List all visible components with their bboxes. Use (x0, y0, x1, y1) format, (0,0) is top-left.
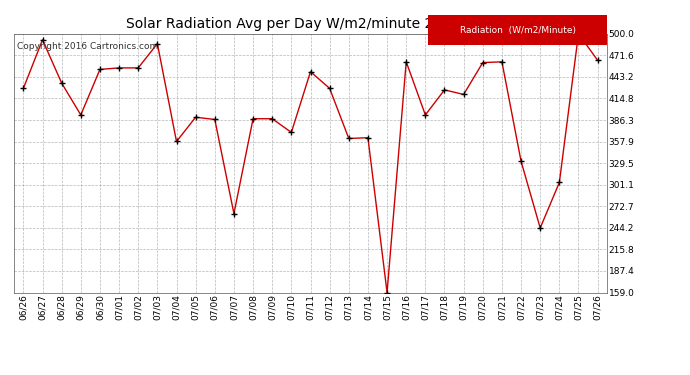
Text: Copyright 2016 Cartronics.com: Copyright 2016 Cartronics.com (17, 42, 158, 51)
Title: Solar Radiation Avg per Day W/m2/minute 20160726: Solar Radiation Avg per Day W/m2/minute … (126, 17, 495, 31)
Text: Radiation  (W/m2/Minute): Radiation (W/m2/Minute) (460, 26, 575, 34)
